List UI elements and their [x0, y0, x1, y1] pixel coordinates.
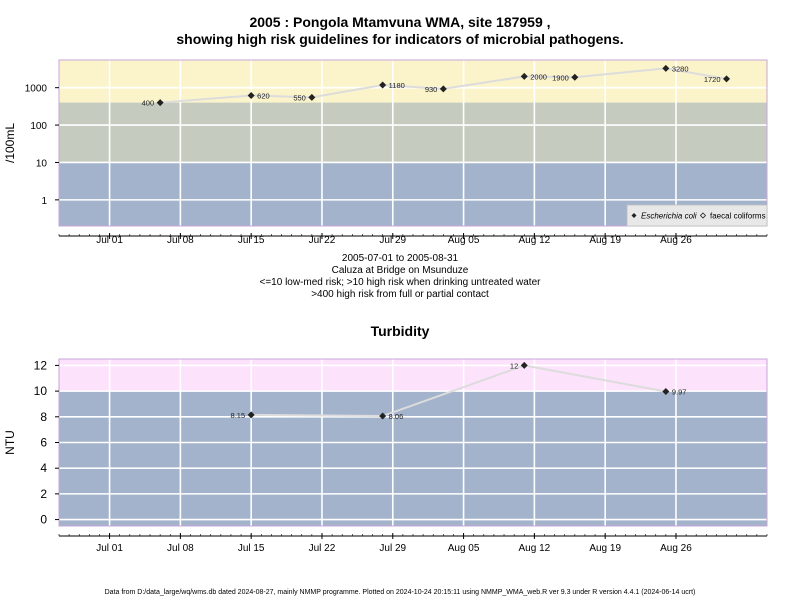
- data-label: 1900: [552, 73, 569, 82]
- data-source-footer: Data from D:/data_large/wq/wms.db dated …: [104, 589, 696, 596]
- legend: Escherichia coli faecal coliforms: [626, 204, 768, 227]
- risk-zone: [59, 391, 767, 526]
- data-label: 620: [257, 91, 270, 100]
- turbidity-title: Turbidity: [370, 323, 430, 339]
- data-point: [379, 412, 387, 420]
- data-point: [520, 361, 528, 369]
- data-label: 9.97: [672, 388, 687, 397]
- chart-title-line-1: 2005 : Pongola Mtamvuna WMA, site 187959…: [249, 14, 551, 30]
- data-point: [156, 99, 164, 107]
- data-label: 2000: [530, 72, 547, 81]
- x-tick-label: Aug 26: [660, 543, 692, 554]
- y-tick-label: 12: [34, 358, 48, 372]
- x-tick-label: Jul 01: [96, 543, 123, 554]
- y-tick-label: 4: [40, 461, 47, 475]
- y-tick-label: 6: [40, 436, 47, 450]
- chart-panel-turbidity: 0 2 4 6 8 10 12 NTU Jul 01 Jul 08 Jul 15 Jul 22 Jul …: [3, 358, 768, 554]
- x-tick-label: Jul 22: [309, 235, 336, 246]
- x-tick-label: Jul 29: [379, 543, 406, 554]
- date-range: 2005-07-01 to 2005-08-31: [341, 253, 459, 264]
- data-point: [439, 85, 447, 93]
- data-point: [571, 73, 579, 81]
- data-label: 1180: [389, 81, 405, 90]
- legend-box: [626, 204, 768, 227]
- chart-caption: 2005-07-01 to 2005-08-31 Caluza at Bridg…: [0, 253, 800, 301]
- data-label: 3280: [672, 64, 689, 73]
- risk-zone: [59, 359, 767, 392]
- data-label: 930: [425, 85, 438, 94]
- y-tick-label: 100: [30, 121, 47, 132]
- x-tick-label: Jul 22: [309, 543, 336, 554]
- data-label: 8.15: [231, 411, 246, 420]
- x-tick-label: Jul 15: [238, 235, 265, 246]
- data-label: 1720: [704, 75, 721, 84]
- y-tick-label: 1: [41, 196, 47, 207]
- x-tick-label: Jul 08: [167, 235, 194, 246]
- data-label: 12: [510, 361, 518, 370]
- data-point: [723, 75, 731, 83]
- y-tick-label: 0: [40, 513, 47, 527]
- legend-label-faecal: faecal coliforms: [710, 212, 766, 221]
- x-tick-label: Aug 19: [589, 543, 621, 554]
- x-tick-label: Aug 12: [519, 235, 551, 246]
- legend-label-ecoli: Escherichia coli: [641, 212, 697, 221]
- data-point: [379, 81, 387, 89]
- chart-title-line-2: showing high risk guidelines for indicat…: [176, 31, 624, 47]
- x-tick-label: Aug 26: [660, 235, 692, 246]
- data-label: 8.06: [389, 412, 404, 421]
- data-point: [247, 91, 255, 99]
- x-tick-label: Jul 15: [238, 543, 265, 554]
- risk-zone: [59, 102, 767, 163]
- x-tick-label: Jul 01: [96, 235, 123, 246]
- guideline-drinking: <=10 low-med risk; >10 high risk when dr…: [259, 277, 541, 288]
- x-tick-label: Aug 05: [448, 543, 480, 554]
- y-axis-label: /100mL: [3, 123, 17, 163]
- legend-marker-ecoli: [631, 213, 637, 218]
- y-tick-label: 10: [36, 158, 48, 169]
- y-tick-label: 8: [40, 410, 47, 424]
- y-tick-label: 2: [40, 487, 47, 501]
- y-axis-label: NTU: [3, 430, 17, 455]
- data-point: [662, 64, 670, 72]
- data-label: 400: [142, 99, 155, 108]
- series-line: [251, 364, 667, 418]
- data-point: [662, 388, 670, 396]
- data-point: [520, 72, 528, 80]
- chart-panel-microbial: 1 10 100 1000/100mL Jul 01 Jul 08 Jul 15 Jul 22…: [3, 59, 768, 246]
- plot-frame: [58, 59, 768, 227]
- y-tick-label: 10: [34, 384, 48, 398]
- x-tick-label: Jul 29: [379, 235, 406, 246]
- data-label: 550: [293, 93, 306, 102]
- data-point: [308, 93, 316, 101]
- guideline-contact: >400 high risk from full or partial cont…: [311, 289, 489, 300]
- x-tick-label: Aug 05: [448, 235, 480, 246]
- risk-zone: [59, 60, 767, 103]
- data-point: [247, 411, 255, 419]
- site-name: Caluza at Bridge on Msunduze: [331, 265, 469, 276]
- x-tick-label: Aug 19: [589, 235, 621, 246]
- x-tick-label: Jul 08: [167, 543, 194, 554]
- y-tick-label: 1000: [25, 84, 48, 95]
- x-tick-label: Aug 12: [519, 543, 551, 554]
- legend-marker-faecal: [699, 212, 707, 219]
